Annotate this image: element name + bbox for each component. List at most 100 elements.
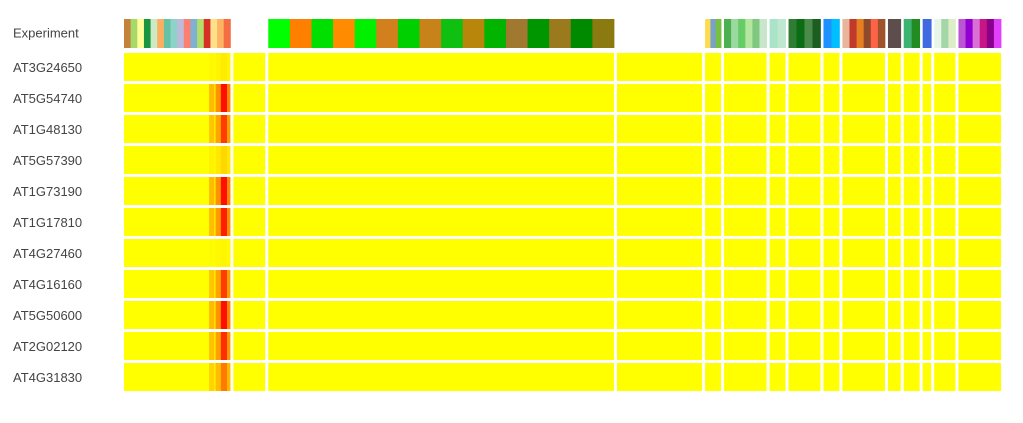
heatmap-cell[interactable] bbox=[268, 301, 614, 329]
experiment-header-cell[interactable] bbox=[484, 19, 507, 48]
heatmap-cell[interactable] bbox=[922, 239, 932, 267]
heatmap-cell[interactable] bbox=[788, 84, 821, 112]
heatmap-cell[interactable] bbox=[934, 239, 956, 267]
heatmap-cell[interactable] bbox=[922, 208, 932, 236]
heatmap-cell[interactable] bbox=[616, 53, 703, 81]
heatmap-cell[interactable] bbox=[705, 115, 722, 143]
heatmap-cell[interactable] bbox=[788, 146, 821, 174]
heatmap-cell[interactable] bbox=[616, 270, 703, 298]
heatmap-cell[interactable] bbox=[268, 363, 614, 391]
heatmap-cell[interactable] bbox=[903, 146, 920, 174]
heatmap-cell[interactable] bbox=[823, 115, 840, 143]
experiment-header-cell[interactable] bbox=[804, 19, 813, 48]
heatmap-cell[interactable] bbox=[233, 332, 266, 360]
heatmap-cell[interactable] bbox=[268, 208, 614, 236]
heatmap-cell[interactable] bbox=[922, 363, 932, 391]
heatmap-cell[interactable] bbox=[887, 84, 901, 112]
heatmap-cell[interactable] bbox=[958, 208, 1001, 236]
heatmap-cell[interactable] bbox=[705, 208, 722, 236]
heatmap-cell[interactable] bbox=[842, 115, 885, 143]
heatmap-cell[interactable] bbox=[724, 208, 767, 236]
experiment-header-cell[interactable] bbox=[831, 19, 840, 48]
heatmap-cell[interactable] bbox=[769, 332, 786, 360]
heatmap-cell[interactable] bbox=[842, 53, 885, 81]
heatmap-cell[interactable] bbox=[903, 332, 920, 360]
heatmap-cell[interactable] bbox=[922, 84, 932, 112]
experiment-header-cell[interactable] bbox=[130, 19, 138, 48]
experiment-header-cell[interactable] bbox=[210, 19, 218, 48]
experiment-header-cell[interactable] bbox=[752, 19, 760, 48]
heatmap-cell[interactable] bbox=[616, 301, 703, 329]
heatmap-cell[interactable] bbox=[922, 53, 932, 81]
experiment-header-cell[interactable] bbox=[986, 19, 995, 48]
experiment-header-cell[interactable] bbox=[311, 19, 334, 48]
experiment-header-cell[interactable] bbox=[738, 19, 746, 48]
heatmap-cell[interactable] bbox=[823, 208, 840, 236]
heatmap-cell[interactable] bbox=[724, 177, 767, 205]
heatmap-cell[interactable] bbox=[958, 332, 1001, 360]
heatmap-cell[interactable] bbox=[842, 332, 885, 360]
heatmap-cell[interactable] bbox=[887, 270, 901, 298]
heatmap-cell[interactable] bbox=[769, 270, 786, 298]
experiment-header-cell[interactable] bbox=[965, 19, 974, 48]
experiment-header-cell[interactable] bbox=[796, 19, 805, 48]
heatmap-cell[interactable] bbox=[769, 301, 786, 329]
heatmap-cell[interactable] bbox=[616, 146, 703, 174]
experiment-header-cell[interactable] bbox=[190, 19, 198, 48]
heatmap-cell[interactable] bbox=[823, 53, 840, 81]
heatmap-cell[interactable] bbox=[788, 239, 821, 267]
heatmap-cell[interactable] bbox=[823, 177, 840, 205]
experiment-header-cell[interactable] bbox=[979, 19, 988, 48]
heatmap-cell[interactable] bbox=[903, 239, 920, 267]
heatmap-cell[interactable] bbox=[769, 115, 786, 143]
heatmap-cell[interactable] bbox=[233, 146, 266, 174]
heatmap-cell[interactable] bbox=[934, 115, 956, 143]
heatmap-cell[interactable] bbox=[887, 301, 901, 329]
heatmap-cell[interactable] bbox=[769, 239, 786, 267]
heatmap-cell[interactable] bbox=[769, 363, 786, 391]
heatmap-cell[interactable] bbox=[842, 146, 885, 174]
experiment-header-cell[interactable] bbox=[842, 19, 850, 48]
experiment-header-cell[interactable] bbox=[124, 19, 132, 48]
heatmap-cell[interactable] bbox=[268, 270, 614, 298]
experiment-header-cell[interactable] bbox=[972, 19, 981, 48]
heatmap-cell[interactable] bbox=[268, 332, 614, 360]
heatmap-cell[interactable] bbox=[823, 239, 840, 267]
heatmap-cell[interactable] bbox=[769, 84, 786, 112]
experiment-header-cell[interactable] bbox=[143, 19, 151, 48]
experiment-header-cell[interactable] bbox=[777, 19, 786, 48]
heatmap-cell[interactable] bbox=[823, 363, 840, 391]
heatmap-cell[interactable] bbox=[958, 270, 1001, 298]
experiment-header-cell[interactable] bbox=[462, 19, 485, 48]
experiment-header-cell[interactable] bbox=[958, 19, 966, 48]
heatmap-cell[interactable] bbox=[705, 239, 722, 267]
heatmap-cell[interactable] bbox=[724, 363, 767, 391]
heatmap-cell[interactable] bbox=[769, 146, 786, 174]
heatmap-cell[interactable] bbox=[887, 53, 901, 81]
heatmap-cell[interactable] bbox=[705, 53, 722, 81]
heatmap-cell[interactable] bbox=[788, 208, 821, 236]
heatmap-cell[interactable] bbox=[842, 301, 885, 329]
heatmap-cell[interactable] bbox=[233, 270, 266, 298]
experiment-header-cell[interactable] bbox=[223, 19, 231, 48]
heatmap-cell[interactable] bbox=[724, 115, 767, 143]
heatmap-cell[interactable] bbox=[823, 84, 840, 112]
experiment-header-cell[interactable] bbox=[616, 19, 703, 48]
heatmap-cell[interactable] bbox=[233, 53, 266, 81]
experiment-header-cell[interactable] bbox=[856, 19, 865, 48]
heatmap-cell[interactable] bbox=[268, 84, 614, 112]
experiment-header-cell[interactable] bbox=[163, 19, 171, 48]
heatmap-cell[interactable] bbox=[705, 84, 722, 112]
heatmap-cell[interactable] bbox=[616, 177, 703, 205]
heatmap-cell[interactable] bbox=[903, 53, 920, 81]
heatmap-cell[interactable] bbox=[934, 270, 956, 298]
heatmap-cell[interactable] bbox=[887, 239, 901, 267]
heatmap-cell[interactable] bbox=[268, 239, 614, 267]
experiment-header-cell[interactable] bbox=[710, 19, 717, 48]
heatmap-cell[interactable] bbox=[958, 146, 1001, 174]
heatmap-cell[interactable] bbox=[788, 177, 821, 205]
heatmap-cell[interactable] bbox=[268, 53, 614, 81]
experiment-header-cell[interactable] bbox=[715, 19, 722, 48]
experiment-header-cell[interactable] bbox=[570, 19, 593, 48]
heatmap-cell[interactable] bbox=[233, 363, 266, 391]
